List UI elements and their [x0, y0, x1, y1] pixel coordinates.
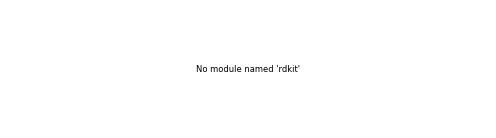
Text: No module named 'rdkit': No module named 'rdkit'	[196, 64, 300, 74]
